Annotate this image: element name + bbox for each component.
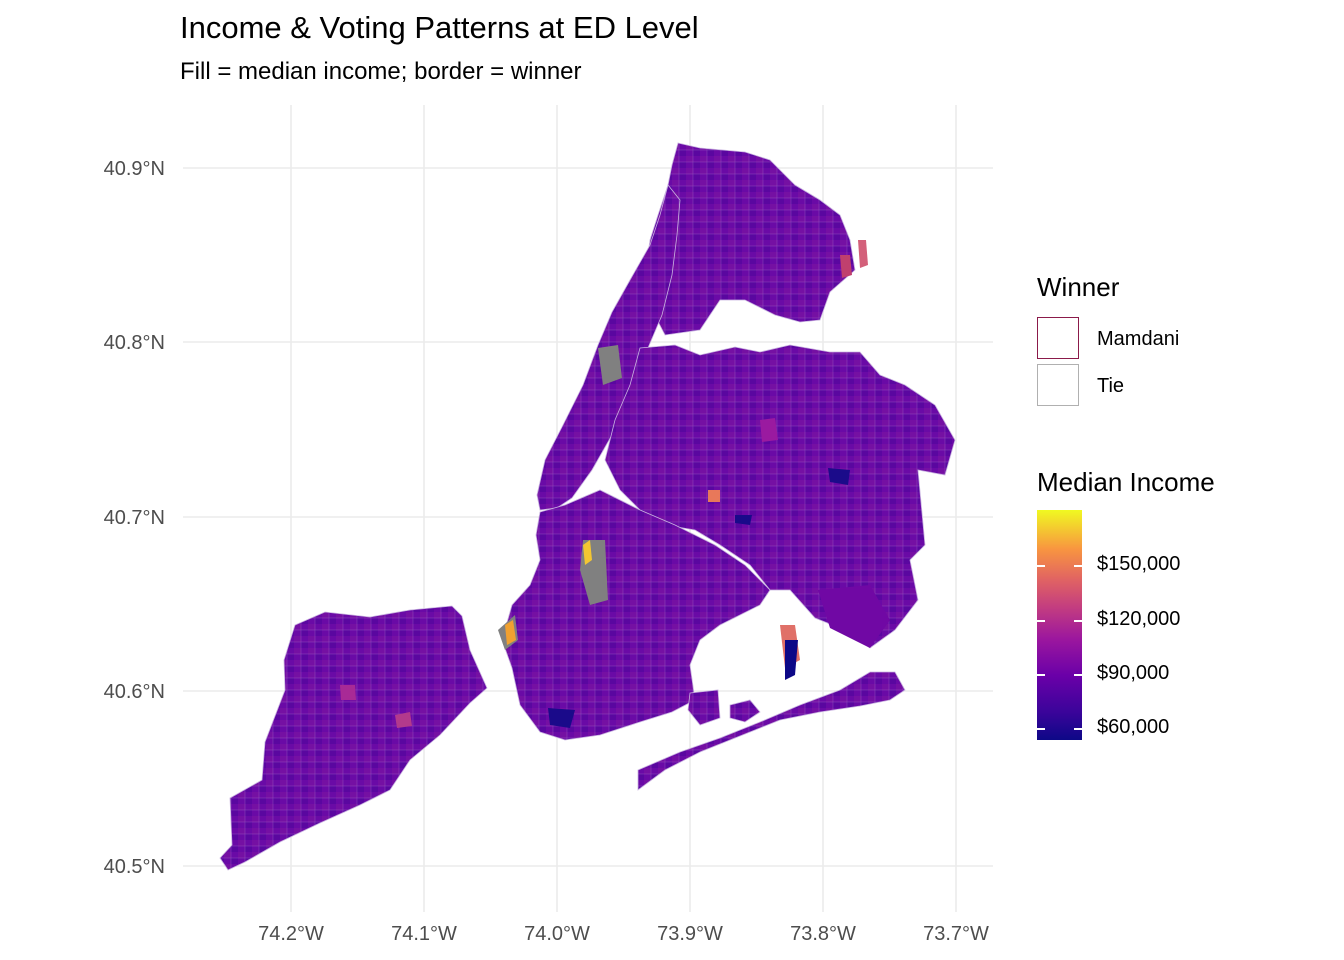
mid-income-district (818, 585, 890, 648)
colorbar-tick (1037, 674, 1045, 676)
mid-income-district (340, 685, 356, 700)
high-income-district (840, 255, 852, 278)
borough-shapes (219, 142, 956, 871)
jamaica-bay-island (687, 689, 721, 726)
income-tick-label: $90,000 (1097, 662, 1170, 684)
x-axis: 74.2°W 74.1°W 74.0°W 73.9°W 73.8°W 73.7°… (258, 923, 989, 945)
income-highlights (340, 240, 890, 728)
y-tick-label: 40.6°N (104, 681, 165, 703)
bronx (644, 142, 856, 336)
high-income-district (505, 620, 516, 645)
income-tick-label: $150,000 (1097, 553, 1181, 575)
jamaica-bay-island (729, 699, 761, 723)
colorbar-tick (1074, 620, 1082, 622)
x-tick-label: 73.7°W (923, 923, 989, 945)
colorbar-tick (1074, 565, 1082, 567)
rockaway (637, 671, 906, 791)
winner-key-mamdani (1037, 317, 1079, 359)
x-tick-label: 74.0°W (524, 923, 590, 945)
high-income-district (583, 540, 592, 565)
income-legend-title: Median Income (1037, 467, 1215, 497)
y-tick-label: 40.5°N (104, 856, 165, 878)
park-area (598, 345, 622, 385)
income-tick-label: $120,000 (1097, 608, 1181, 630)
mid-income-district (760, 418, 778, 442)
mid-income-district (395, 712, 412, 728)
y-tick-label: 40.8°N (104, 332, 165, 354)
low-income-district (735, 515, 752, 525)
x-tick-label: 74.1°W (391, 923, 457, 945)
low-income-district (828, 468, 850, 485)
y-tick-label: 40.7°N (104, 507, 165, 529)
high-income-district (708, 490, 720, 502)
x-tick-label: 73.8°W (790, 923, 856, 945)
y-tick-label: 40.9°N (104, 158, 165, 180)
x-tick-label: 73.9°W (657, 923, 723, 945)
winner-legend-title: Winner (1037, 272, 1120, 302)
income-colorbar (1037, 510, 1082, 740)
winner-label-mamdani: Mamdani (1097, 328, 1180, 350)
x-tick-label: 74.2°W (258, 923, 324, 945)
colorbar-tick (1037, 620, 1045, 622)
colorbar-tick (1037, 728, 1045, 730)
income-tick-label: $60,000 (1097, 716, 1170, 738)
chart-title: Income & Voting Patterns at ED Level (180, 10, 699, 45)
y-axis: 40.9°N 40.8°N 40.7°N 40.6°N 40.5°N (104, 158, 165, 878)
high-income-district (858, 240, 868, 268)
colorbar-tick (1074, 674, 1082, 676)
colorbar-tick (1074, 728, 1082, 730)
low-income-district (785, 640, 798, 680)
colorbar-tick (1037, 565, 1045, 567)
chart-subtitle: Fill = median income; border = winner (180, 58, 582, 85)
low-income-district (548, 708, 575, 728)
staten-island (219, 605, 488, 871)
winner-key-tie (1037, 364, 1079, 406)
winner-label-tie: Tie (1097, 375, 1125, 397)
